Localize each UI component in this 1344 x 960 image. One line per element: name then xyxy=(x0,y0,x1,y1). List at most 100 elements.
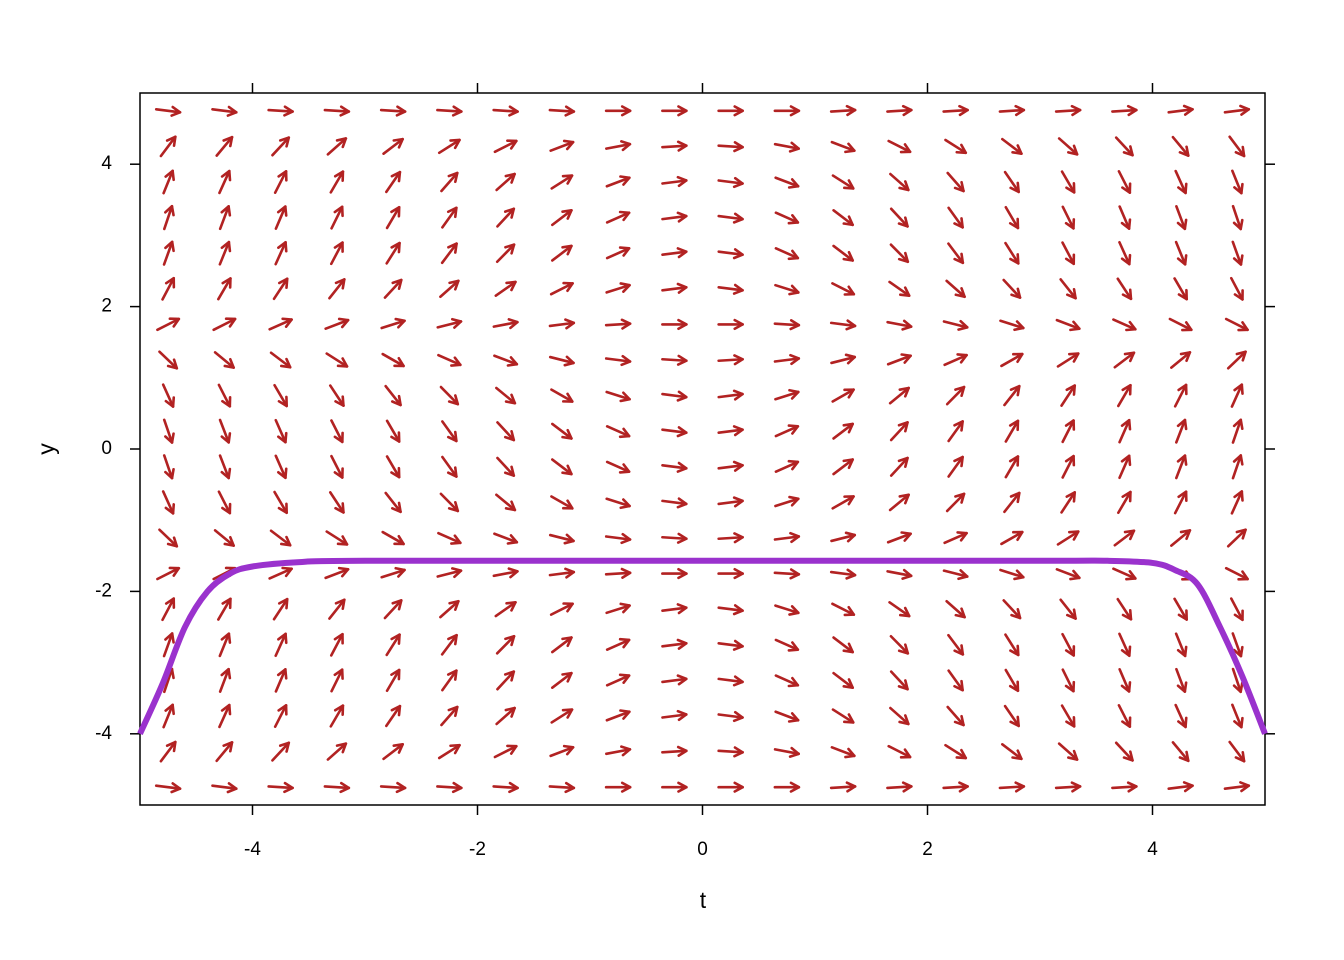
arrow xyxy=(1057,137,1079,156)
y-tick-label: -2 xyxy=(95,580,112,601)
arrow-shaft xyxy=(1175,418,1187,444)
arrow-head xyxy=(618,246,631,257)
arrow-shaft xyxy=(439,279,460,299)
arrow-shaft xyxy=(162,169,174,195)
arrow-shaft xyxy=(274,205,287,230)
arrow-shaft xyxy=(945,279,966,299)
arrow-shaft xyxy=(159,740,177,763)
arrow-shaft xyxy=(211,107,238,114)
arrow-head xyxy=(562,602,574,613)
arrow-shaft xyxy=(436,785,463,790)
arrow-shaft xyxy=(1118,205,1131,230)
arrow-shaft xyxy=(1231,632,1243,658)
arrow xyxy=(946,705,965,727)
arrow xyxy=(329,241,344,266)
arrow-shaft xyxy=(605,497,631,508)
arrow-head xyxy=(336,535,349,546)
arrow xyxy=(548,781,576,794)
arrow xyxy=(999,568,1025,581)
arrow-shaft xyxy=(551,458,573,476)
arrow-shaft xyxy=(717,463,744,470)
arrow-shaft xyxy=(605,142,632,150)
arrow xyxy=(212,317,237,332)
arrow-shaft xyxy=(605,176,631,188)
arrow-head xyxy=(447,242,458,254)
arrow-shaft xyxy=(217,490,232,515)
arrow-head xyxy=(901,104,913,117)
arrow-head xyxy=(221,395,232,408)
arrow xyxy=(383,278,403,299)
arrow-head xyxy=(898,714,910,726)
arrow-shaft xyxy=(943,353,968,367)
arrow-shaft xyxy=(328,384,345,407)
arrow-head xyxy=(446,466,458,478)
arrow-shaft xyxy=(1173,277,1188,301)
arrow-shaft xyxy=(1056,530,1080,546)
arrow-head xyxy=(1176,645,1188,658)
arrow-shaft xyxy=(218,703,231,729)
arrow xyxy=(1226,528,1247,548)
arrow-head xyxy=(676,390,688,402)
arrow-head xyxy=(394,317,406,329)
arrow-shaft xyxy=(774,710,800,722)
arrow-head xyxy=(898,180,910,192)
arrow xyxy=(495,386,517,405)
arrow-head xyxy=(504,393,517,405)
arrow-shaft xyxy=(1224,317,1249,332)
arrow-head xyxy=(390,501,402,514)
arrow-head xyxy=(276,668,288,680)
arrow-shaft xyxy=(328,278,346,300)
arrow-shaft xyxy=(439,492,460,513)
arrow-shaft xyxy=(496,421,516,442)
arrow-head xyxy=(1182,104,1194,116)
arrow-head xyxy=(333,704,345,716)
arrow-head xyxy=(676,674,688,686)
arrow xyxy=(1056,352,1080,368)
arrow xyxy=(942,319,969,331)
arrow-shaft xyxy=(1175,454,1187,480)
arrow xyxy=(945,279,966,299)
arrow-shaft xyxy=(1001,743,1023,761)
arrow-head xyxy=(1065,716,1076,728)
arrow-shaft xyxy=(323,785,351,790)
arrow xyxy=(1061,454,1076,479)
arrow-shaft xyxy=(496,670,516,691)
arrow xyxy=(1111,104,1138,117)
arrow xyxy=(162,632,175,658)
arrow-head xyxy=(789,531,801,544)
arrow-head xyxy=(789,781,801,793)
arrow xyxy=(382,743,404,761)
arrow xyxy=(1167,104,1194,116)
arrow xyxy=(267,105,294,117)
arrow xyxy=(831,602,856,617)
arrow xyxy=(605,246,631,260)
arrow-head xyxy=(955,143,968,155)
arrow-shaft xyxy=(661,499,688,506)
arrow-head xyxy=(1067,749,1079,761)
arrow-shaft xyxy=(1173,383,1188,408)
arrow-shaft xyxy=(268,567,293,580)
arrow-shaft xyxy=(774,425,800,438)
arrow xyxy=(605,709,631,722)
arrow-shaft xyxy=(273,704,288,728)
arrow-shaft xyxy=(604,357,632,363)
arrow xyxy=(330,419,344,444)
arrow xyxy=(328,278,346,300)
arrow-shaft xyxy=(889,172,910,192)
arrow xyxy=(439,279,460,299)
y-axis-label: y xyxy=(33,443,59,455)
arrow xyxy=(213,351,235,369)
arrow-shaft xyxy=(831,388,855,403)
arrow-shaft xyxy=(324,318,350,330)
plot-frame xyxy=(139,92,1266,806)
arrow-shaft xyxy=(661,179,688,185)
arrow-head xyxy=(221,277,232,289)
arrow xyxy=(274,205,288,230)
arrow-head xyxy=(1176,454,1188,466)
arrow-shaft xyxy=(551,244,573,262)
arrow-shaft xyxy=(274,454,287,480)
arrow-head xyxy=(562,392,574,403)
arrow-shaft xyxy=(548,355,575,365)
arrow-head xyxy=(1232,454,1244,466)
arrow-head xyxy=(278,741,291,753)
